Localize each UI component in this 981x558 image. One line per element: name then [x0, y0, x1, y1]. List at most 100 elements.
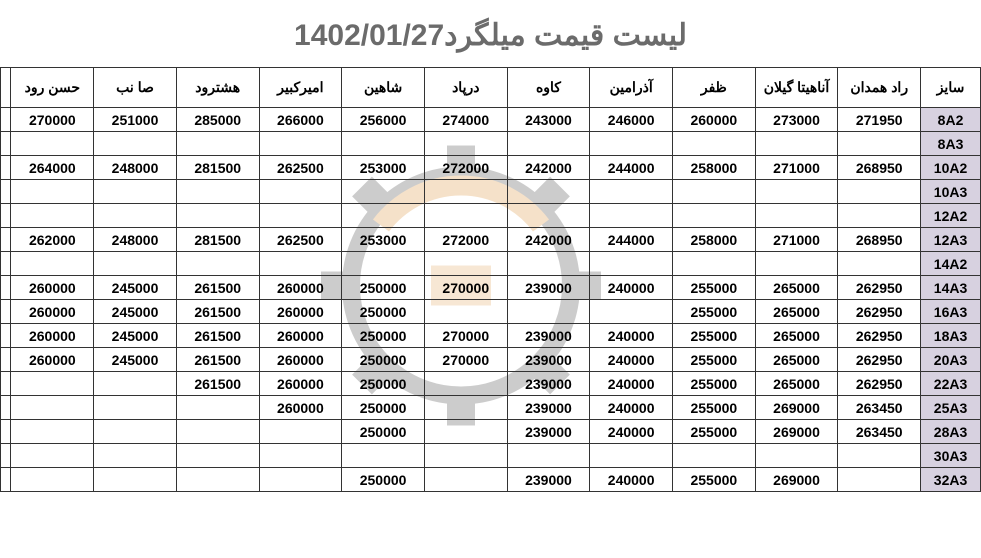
price-cell: 245000	[94, 300, 177, 324]
size-cell: 8A3	[921, 132, 981, 156]
price-cell: 269000	[755, 468, 838, 492]
price-cell	[590, 132, 673, 156]
price-cell: 258000	[672, 228, 755, 252]
price-cell: 240000	[590, 420, 673, 444]
price-cell	[424, 252, 507, 276]
price-cell	[11, 420, 94, 444]
cut-cell	[1, 156, 11, 180]
price-cell	[590, 300, 673, 324]
price-cell	[424, 444, 507, 468]
price-cell	[507, 204, 590, 228]
cut-cell	[1, 348, 11, 372]
price-cell	[755, 204, 838, 228]
price-cell: 246000	[590, 108, 673, 132]
price-cell: 262950	[838, 348, 921, 372]
price-cell: 265000	[755, 348, 838, 372]
col-cut	[1, 68, 11, 108]
price-cell	[94, 132, 177, 156]
cut-cell	[1, 372, 11, 396]
cut-cell	[1, 132, 11, 156]
price-cell	[94, 420, 177, 444]
price-cell	[11, 204, 94, 228]
price-cell: 285000	[176, 108, 259, 132]
price-cell: 255000	[672, 420, 755, 444]
price-cell	[590, 444, 673, 468]
price-cell: 261500	[176, 372, 259, 396]
price-cell: 240000	[590, 324, 673, 348]
price-cell	[176, 396, 259, 420]
price-cell	[94, 468, 177, 492]
price-cell: 260000	[672, 108, 755, 132]
price-cell	[838, 132, 921, 156]
price-cell	[259, 444, 342, 468]
price-cell: 250000	[342, 348, 425, 372]
price-cell	[424, 372, 507, 396]
price-cell: 240000	[590, 276, 673, 300]
price-cell: 240000	[590, 468, 673, 492]
price-cell	[94, 252, 177, 276]
price-cell	[259, 252, 342, 276]
col-supplier: هشترود	[176, 68, 259, 108]
price-cell	[672, 252, 755, 276]
price-cell: 262950	[838, 372, 921, 396]
price-cell	[11, 372, 94, 396]
price-cell	[176, 132, 259, 156]
price-cell: 245000	[94, 348, 177, 372]
table-row: 20A3262950265000255000240000239000270000…	[1, 348, 981, 372]
table-row: 14A2	[1, 252, 981, 276]
price-cell	[755, 252, 838, 276]
cut-cell	[1, 108, 11, 132]
table-row: 16A3262950265000255000250000260000261500…	[1, 300, 981, 324]
size-cell: 12A3	[921, 228, 981, 252]
price-cell	[507, 132, 590, 156]
price-cell: 260000	[11, 324, 94, 348]
price-cell: 263450	[838, 396, 921, 420]
price-table-wrap: سایز راد همدان آناهیتا گیلان ظفر آذرامین…	[0, 67, 981, 492]
cut-cell	[1, 468, 11, 492]
col-supplier: امیرکبیر	[259, 68, 342, 108]
price-cell: 272000	[424, 228, 507, 252]
price-cell	[590, 252, 673, 276]
price-cell	[507, 300, 590, 324]
price-cell: 261500	[176, 348, 259, 372]
price-cell: 242000	[507, 156, 590, 180]
price-cell	[11, 396, 94, 420]
price-cell	[176, 444, 259, 468]
size-cell: 14A3	[921, 276, 981, 300]
price-cell	[672, 204, 755, 228]
price-cell: 262500	[259, 156, 342, 180]
price-cell	[259, 180, 342, 204]
cut-cell	[1, 180, 11, 204]
price-cell	[11, 444, 94, 468]
cut-cell	[1, 444, 11, 468]
size-cell: 25A3	[921, 396, 981, 420]
price-cell	[672, 132, 755, 156]
price-cell	[342, 252, 425, 276]
price-cell: 265000	[755, 300, 838, 324]
price-cell: 260000	[11, 276, 94, 300]
price-cell: 262500	[259, 228, 342, 252]
price-cell	[11, 180, 94, 204]
size-cell: 22A3	[921, 372, 981, 396]
price-cell	[11, 252, 94, 276]
price-cell	[176, 204, 259, 228]
price-cell: 250000	[342, 468, 425, 492]
price-cell: 250000	[342, 324, 425, 348]
price-cell: 270000	[424, 324, 507, 348]
cut-cell	[1, 204, 11, 228]
price-cell: 239000	[507, 324, 590, 348]
price-cell	[838, 444, 921, 468]
price-cell	[424, 396, 507, 420]
price-cell: 255000	[672, 300, 755, 324]
price-cell: 260000	[259, 396, 342, 420]
price-cell	[838, 468, 921, 492]
price-cell: 244000	[590, 228, 673, 252]
price-cell: 255000	[672, 396, 755, 420]
price-cell: 266000	[259, 108, 342, 132]
table-row: 18A3262950265000255000240000239000270000…	[1, 324, 981, 348]
price-cell	[176, 420, 259, 444]
price-cell: 265000	[755, 324, 838, 348]
price-cell: 239000	[507, 372, 590, 396]
col-supplier: آناهیتا گیلان	[755, 68, 838, 108]
price-cell	[342, 204, 425, 228]
